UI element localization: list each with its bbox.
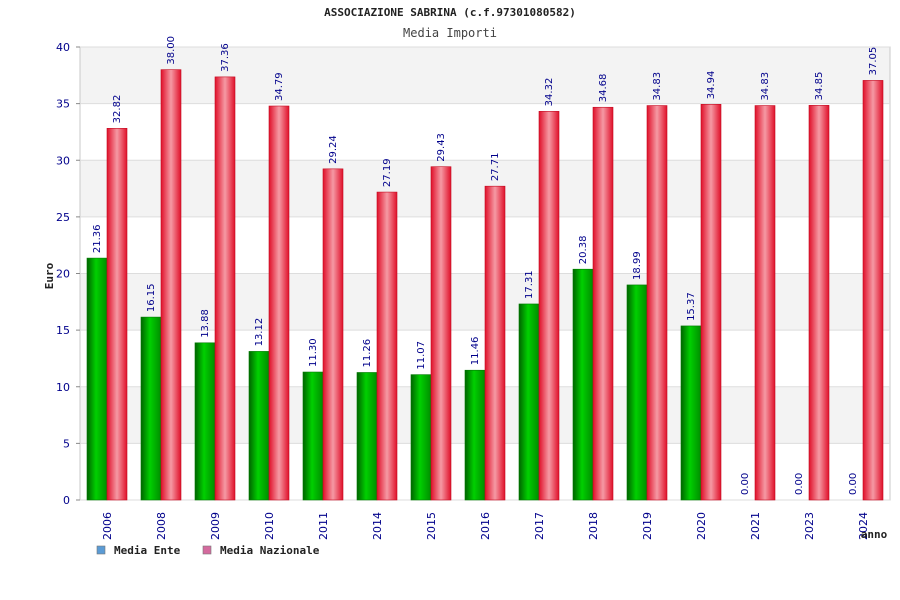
value-label: 16.15	[146, 283, 157, 312]
value-label: 11.07	[416, 341, 427, 370]
y-tick-label: 35	[56, 98, 70, 111]
legend-swatch	[96, 545, 106, 555]
x-tick-label: 2024	[857, 512, 870, 540]
x-tick-label: 2017	[533, 512, 546, 540]
bar-media-nazionale	[592, 106, 614, 501]
value-labels: 21.36 32.82 16.15 38.00 13.88 37.36 13.12 34.79…	[92, 36, 879, 495]
value-label: 34.83	[652, 72, 663, 101]
bar-media-nazionale	[484, 185, 506, 501]
bar-media-ente	[194, 342, 216, 501]
x-tick-label: 2014	[371, 512, 384, 540]
bar-media-nazionale	[754, 105, 776, 501]
value-label: 29.43	[436, 133, 447, 162]
value-label: 17.31	[524, 270, 535, 299]
value-label: 11.26	[362, 339, 373, 368]
bar-media-ente	[86, 257, 108, 501]
value-label: 34.32	[544, 78, 555, 107]
bar-media-nazionale	[646, 105, 668, 501]
y-axis-ticks: 0 5 10 15 20 25 30 35 40	[56, 41, 70, 507]
y-tick-label: 30	[56, 154, 70, 167]
y-tick-label: 40	[56, 41, 70, 54]
value-label: 29.24	[328, 135, 339, 164]
bar-media-ente	[302, 371, 324, 501]
value-label: 37.05	[868, 47, 879, 76]
value-label: 0.00	[848, 473, 859, 495]
x-tick-label: 2008	[155, 512, 168, 540]
x-tick-label: 2011	[317, 512, 330, 540]
bar-media-ente	[518, 303, 540, 501]
x-axis-label: anno	[861, 528, 888, 541]
y-tick-label: 5	[63, 437, 70, 450]
y-tick-label: 20	[56, 268, 70, 281]
legend: Media Ente Media Nazionale	[96, 544, 320, 557]
value-label: 34.68	[598, 74, 609, 103]
bar-media-nazionale	[700, 104, 722, 501]
x-tick-label: 2019	[641, 512, 654, 540]
bar-media-ente	[356, 372, 378, 501]
bars	[86, 69, 884, 501]
legend-swatch	[202, 545, 212, 555]
value-label: 15.37	[686, 292, 697, 321]
value-label: 0.00	[740, 473, 751, 495]
value-label: 20.38	[578, 236, 589, 265]
value-label: 34.83	[760, 72, 771, 101]
value-label: 34.94	[706, 71, 717, 100]
value-label: 0.00	[794, 473, 805, 495]
bar-media-nazionale	[214, 76, 236, 501]
y-tick-label: 0	[63, 494, 70, 507]
value-label: 18.99	[632, 251, 643, 280]
bar-media-nazionale	[376, 191, 398, 501]
bar-media-nazionale	[322, 168, 344, 501]
bar-media-nazionale	[430, 166, 452, 501]
bar-media-ente	[626, 284, 648, 501]
y-tick-label: 10	[56, 381, 70, 394]
bar-media-nazionale	[106, 128, 128, 501]
bar-media-nazionale	[160, 69, 182, 501]
x-axis-ticks: 2006 2008 2009 2010 2011 2014 2015 2016 2017 2018…	[101, 512, 870, 540]
x-tick-label: 2006	[101, 512, 114, 540]
legend-label-media-ente: Media Ente	[114, 544, 181, 557]
bar-media-ente	[680, 325, 702, 501]
value-label: 34.85	[814, 72, 825, 101]
x-tick-label: 2021	[749, 512, 762, 540]
value-label: 11.30	[308, 338, 319, 367]
x-tick-label: 2023	[803, 512, 816, 540]
bar-media-ente	[572, 268, 594, 501]
x-tick-label: 2010	[263, 512, 276, 540]
bar-media-ente	[140, 316, 162, 501]
value-label: 11.46	[470, 337, 481, 366]
value-label: 13.88	[200, 309, 211, 338]
value-label: 34.79	[274, 72, 285, 101]
bar-media-nazionale	[268, 105, 290, 501]
x-tick-label: 2018	[587, 512, 600, 540]
bar-media-ente	[410, 374, 432, 501]
x-tick-label: 2009	[209, 512, 222, 540]
chart-subtitle: Media Importi	[403, 26, 497, 40]
y-tick-label: 15	[56, 324, 70, 337]
value-label: 27.19	[382, 158, 393, 187]
value-label: 32.82	[112, 95, 123, 124]
bar-media-ente	[248, 351, 270, 501]
x-tick-label: 2016	[479, 512, 492, 540]
bar-media-nazionale	[808, 105, 830, 501]
y-axis-label: Euro	[43, 262, 56, 289]
value-label: 13.12	[254, 318, 265, 347]
x-tick-label: 2020	[695, 512, 708, 540]
value-label: 37.36	[220, 43, 231, 72]
legend-label-media-nazionale: Media Nazionale	[220, 544, 320, 557]
bar-media-nazionale	[862, 80, 884, 501]
value-label: 38.00	[166, 36, 177, 65]
y-tick-label: 25	[56, 211, 70, 224]
chart-title: ASSOCIAZIONE SABRINA (c.f.97301080582)	[324, 6, 576, 19]
value-label: 21.36	[92, 224, 103, 253]
value-label: 27.71	[490, 153, 501, 182]
bar-media-nazionale	[538, 111, 560, 501]
x-tick-label: 2015	[425, 512, 438, 540]
bar-media-ente	[464, 369, 486, 501]
